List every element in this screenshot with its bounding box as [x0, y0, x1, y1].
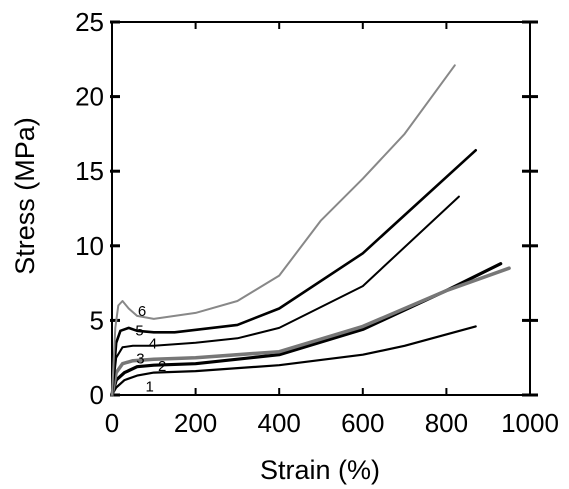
- series-line-6: [111, 64, 456, 396]
- series-label-6: 6: [138, 303, 146, 320]
- x-tick-label: 1000: [501, 408, 559, 438]
- series-line-3: [110, 266, 511, 397]
- y-tick-label: 25: [75, 7, 104, 37]
- series-label-2: 2: [158, 358, 166, 375]
- series-line-4: [111, 195, 460, 396]
- series-label-1: 1: [145, 378, 153, 395]
- x-tick-label: 800: [425, 408, 468, 438]
- y-tick-label: 10: [75, 231, 104, 261]
- y-tick-label: 20: [75, 82, 104, 112]
- x-tick-label: 600: [341, 408, 384, 438]
- x-tick-label: 0: [105, 408, 119, 438]
- series-line-5: [110, 149, 478, 397]
- series-line-1: [110, 325, 477, 397]
- series-label-5: 5: [135, 322, 143, 339]
- series-label-4: 4: [149, 336, 157, 353]
- data-series: [110, 64, 511, 397]
- plot-area-frame: [111, 21, 531, 396]
- series-label-3: 3: [136, 351, 144, 368]
- y-tick-label: 5: [90, 305, 104, 335]
- x-tick-label: 200: [174, 408, 217, 438]
- x-tick-label: 400: [258, 408, 301, 438]
- y-tick-label: 15: [75, 156, 104, 186]
- plot-border: [111, 21, 531, 396]
- y-tick-label: 0: [90, 380, 104, 410]
- series-line-2: [110, 262, 503, 397]
- x-axis-title: Strain (%): [260, 455, 380, 485]
- y-axis-title: Stress (MPa): [10, 117, 40, 275]
